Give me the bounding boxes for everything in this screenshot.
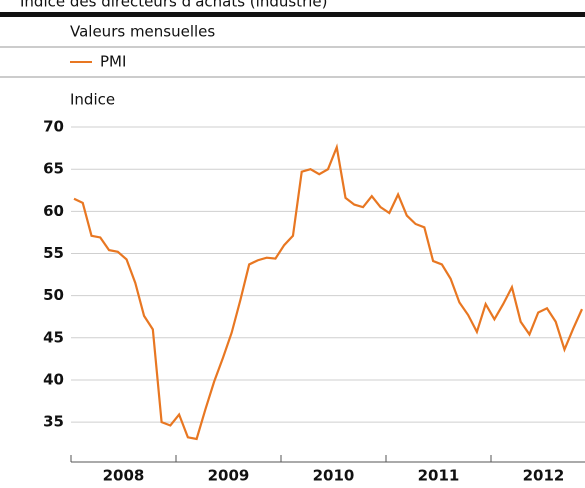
y-tick-label: 65 bbox=[43, 160, 64, 178]
x-tick-label: 2009 bbox=[208, 467, 250, 485]
y-tick-label: 50 bbox=[43, 286, 64, 304]
y-tick-label: 45 bbox=[43, 328, 64, 346]
chart-title: Indice des directeurs d'achats (industri… bbox=[20, 0, 327, 11]
y-tick-label: 60 bbox=[43, 202, 64, 220]
y-tick-label: 40 bbox=[43, 370, 64, 388]
legend-label: PMI bbox=[100, 53, 126, 71]
subtitle: Valeurs mensuelles bbox=[70, 23, 215, 41]
title-rule bbox=[0, 12, 585, 17]
x-tick-label: 2008 bbox=[103, 467, 145, 485]
pmi-line bbox=[73, 143, 584, 441]
y-tick-label: 35 bbox=[43, 413, 64, 431]
y-tick-label: 55 bbox=[43, 244, 64, 262]
x-tick-label: 2011 bbox=[418, 467, 460, 485]
x-tick-label: 2010 bbox=[313, 467, 355, 485]
y-tick-label: 70 bbox=[43, 118, 64, 136]
y-axis-label: Indice bbox=[70, 91, 115, 109]
x-tick-label: 2012 bbox=[523, 467, 565, 485]
